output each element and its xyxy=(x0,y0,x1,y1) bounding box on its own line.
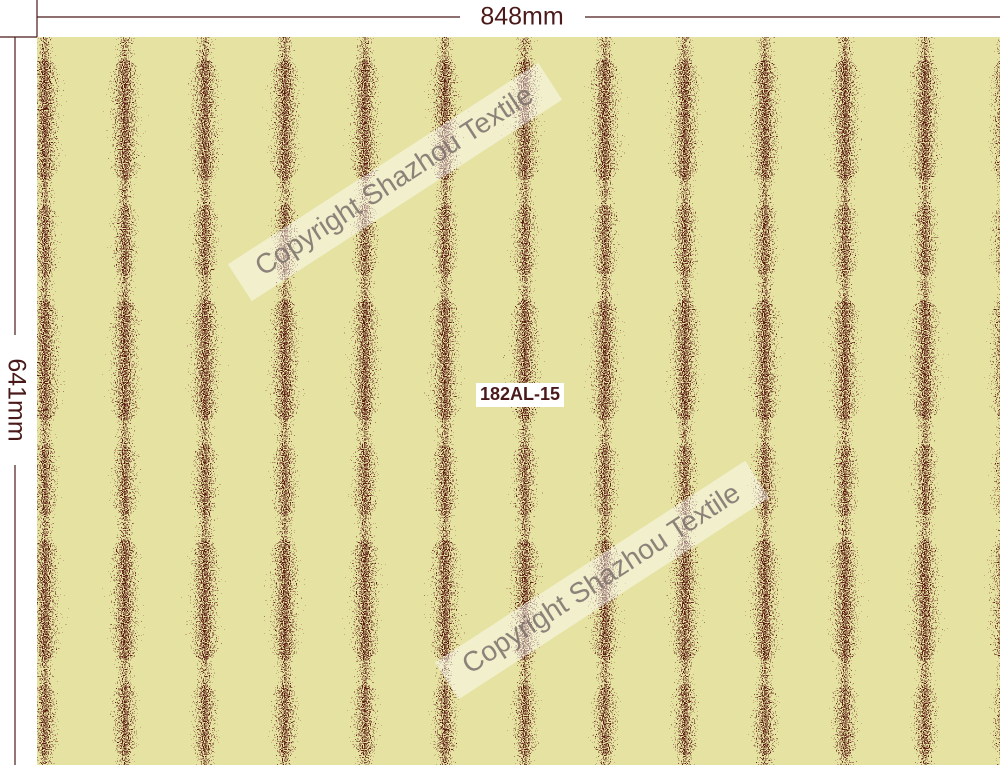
height-label: 641mm xyxy=(2,358,30,441)
width-label: 848mm xyxy=(480,3,563,31)
height-label-bg xyxy=(2,335,28,465)
width-label-bg xyxy=(460,4,585,30)
watermark-bg xyxy=(227,62,563,302)
watermark-bg xyxy=(434,460,770,700)
code-bg xyxy=(476,383,564,407)
design-code: 182AL-15 xyxy=(480,384,560,404)
